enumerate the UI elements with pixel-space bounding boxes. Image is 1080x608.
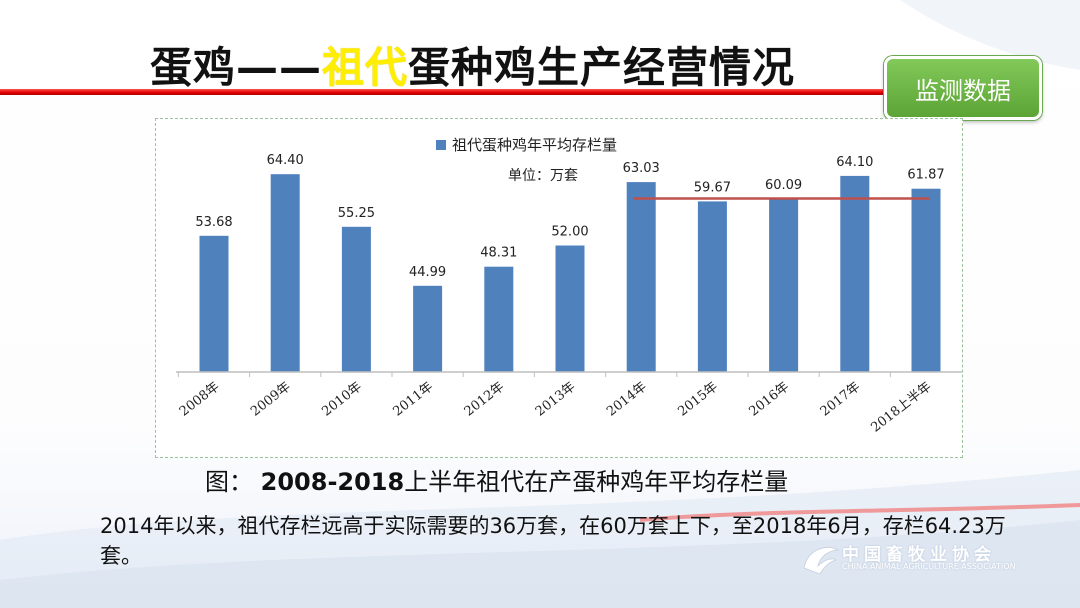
bar-2012年	[484, 266, 514, 372]
x-tick-label-2010年: 2010年	[319, 379, 365, 419]
title-highlight: 祖代	[322, 43, 409, 92]
value-label-2010年: 55.25	[338, 206, 375, 221]
bar-2014年	[626, 182, 656, 372]
x-tick-label-2012年: 2012年	[462, 379, 508, 419]
bar-2010年	[341, 226, 371, 372]
value-label-2014年: 63.03	[623, 161, 660, 176]
value-label-2018上半年: 61.87	[907, 168, 944, 183]
chart-container: 祖代蛋种鸡年平均存栏量 单位：万套 53.68 64.40 55.25 44.99 48…	[155, 118, 964, 458]
association-name-english: CHINA ANIMAL AGRICULTURE ASSOCIATION	[842, 562, 1016, 571]
value-label-2017年: 64.10	[836, 155, 873, 170]
title-part2: 蛋种鸡生产经营情况	[408, 43, 796, 92]
x-tick-label-2016年: 2016年	[747, 379, 793, 419]
x-tick-label-2011年: 2011年	[391, 379, 437, 419]
bar-chart: 祖代蛋种鸡年平均存栏量 单位：万套 53.68 64.40 55.25 44.99 48…	[176, 136, 964, 436]
x-tick-label-2015年: 2015年	[675, 379, 721, 419]
value-label-2011年: 44.99	[409, 265, 446, 280]
association-logo-icon	[803, 547, 840, 575]
legend-swatch	[436, 140, 446, 150]
bar-2018上半年	[911, 188, 941, 372]
x-tick-label-2014年: 2014年	[604, 379, 650, 419]
bar-2008年	[199, 235, 229, 372]
value-label-2012年: 48.31	[480, 246, 517, 261]
value-label-2008年: 53.68	[195, 215, 232, 230]
chart-caption: 图： 2008-2018上半年祖代在产蛋种鸡年平均存栏量	[205, 462, 788, 497]
x-tick-label-2017年: 2017年	[818, 379, 864, 419]
caption-text: 上半年祖代在产蛋种鸡年平均存栏量	[404, 468, 789, 496]
caption-prefix: 图：	[205, 468, 253, 496]
title-part1: 蛋鸡——	[150, 43, 323, 92]
value-label-2009年: 64.40	[267, 153, 304, 168]
title-red-rule	[0, 89, 890, 95]
bar-2009年	[270, 174, 300, 372]
x-tick-label-2013年: 2013年	[533, 379, 579, 419]
caption-years: 2008-2018	[260, 468, 405, 496]
monitoring-data-badge: 监测数据	[884, 56, 1042, 120]
association-name: 中国畜牧业协会	[842, 545, 996, 565]
x-tick-label-2009年: 2009年	[248, 379, 294, 419]
x-tick-label-2008年: 2008年	[177, 379, 223, 419]
summary-note: 2014年以来，祖代存栏远高于实际需要的36万套，在60万套上下，至2018年6…	[100, 514, 1006, 568]
unit-label: 单位：万套	[508, 168, 578, 184]
bar-2013年	[555, 245, 585, 372]
bar-2016年	[769, 199, 799, 372]
x-tick-label-2018上半年: 2018上半年	[868, 379, 934, 435]
slide-title: 蛋鸡——祖代蛋种鸡生产经营情况	[150, 34, 795, 94]
bar-2011年	[413, 285, 443, 372]
value-label-2016年: 60.09	[765, 178, 802, 193]
bar-2017年	[840, 175, 870, 372]
value-label-2015年: 59.67	[694, 180, 731, 195]
legend-label: 祖代蛋种鸡年平均存栏量	[452, 136, 617, 154]
bar-2015年	[697, 201, 727, 372]
value-label-2013年: 52.00	[551, 225, 588, 240]
